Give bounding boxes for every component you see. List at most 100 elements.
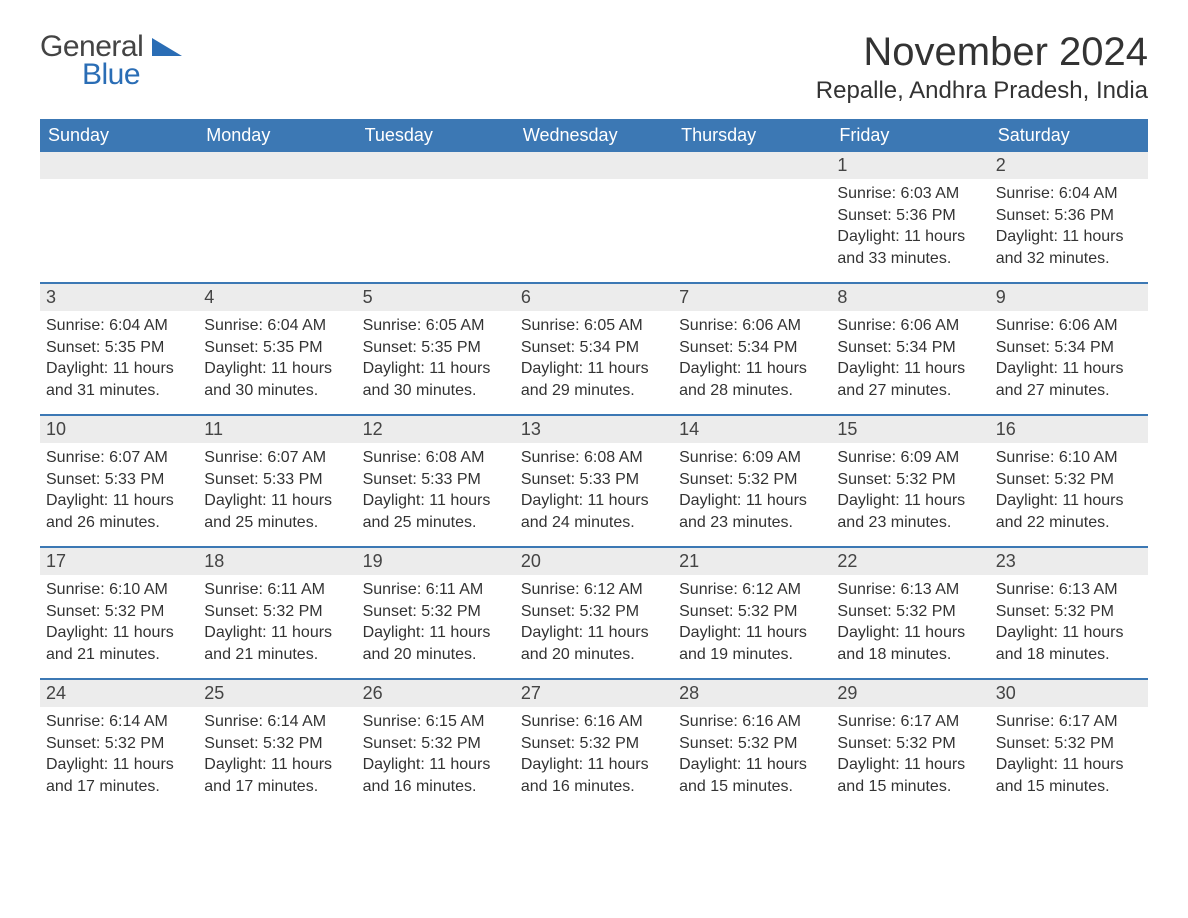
day-details: Sunrise: 6:06 AMSunset: 5:34 PMDaylight:… [990, 311, 1148, 405]
daylight-line: Daylight: 11 hours and 17 minutes. [46, 754, 192, 797]
sunset-line: Sunset: 5:36 PM [837, 205, 983, 227]
day-number: 26 [357, 680, 515, 707]
day-number: 12 [357, 416, 515, 443]
calendar-cell: 18Sunrise: 6:11 AMSunset: 5:32 PMDayligh… [198, 548, 356, 678]
logo-text-blue: Blue [82, 58, 182, 92]
sunrise-line: Sunrise: 6:07 AM [204, 447, 350, 469]
sunrise-line: Sunrise: 6:07 AM [46, 447, 192, 469]
header: General Blue November 2024 Repalle, Andh… [40, 30, 1148, 105]
sunset-line: Sunset: 5:32 PM [996, 469, 1142, 491]
day-details: Sunrise: 6:14 AMSunset: 5:32 PMDaylight:… [198, 707, 356, 801]
calendar-cell: 13Sunrise: 6:08 AMSunset: 5:33 PMDayligh… [515, 416, 673, 546]
sunset-line: Sunset: 5:34 PM [837, 337, 983, 359]
day-details: Sunrise: 6:10 AMSunset: 5:32 PMDaylight:… [990, 443, 1148, 537]
day-number: 15 [831, 416, 989, 443]
day-details: Sunrise: 6:11 AMSunset: 5:32 PMDaylight:… [198, 575, 356, 669]
day-number: 22 [831, 548, 989, 575]
calendar-cell: 20Sunrise: 6:12 AMSunset: 5:32 PMDayligh… [515, 548, 673, 678]
sunrise-line: Sunrise: 6:13 AM [837, 579, 983, 601]
daylight-line: Daylight: 11 hours and 27 minutes. [996, 358, 1142, 401]
daylight-line: Daylight: 11 hours and 19 minutes. [679, 622, 825, 665]
day-number: 8 [831, 284, 989, 311]
sunrise-line: Sunrise: 6:04 AM [204, 315, 350, 337]
sunrise-line: Sunrise: 6:08 AM [521, 447, 667, 469]
daylight-line: Daylight: 11 hours and 21 minutes. [204, 622, 350, 665]
calendar-cell: 12Sunrise: 6:08 AMSunset: 5:33 PMDayligh… [357, 416, 515, 546]
day-number-empty [40, 152, 198, 179]
calendar-cell: 8Sunrise: 6:06 AMSunset: 5:34 PMDaylight… [831, 284, 989, 414]
weekday-header: Monday [198, 119, 356, 152]
calendar-cell: 27Sunrise: 6:16 AMSunset: 5:32 PMDayligh… [515, 680, 673, 810]
weekday-header: Friday [831, 119, 989, 152]
calendar-week-row: 17Sunrise: 6:10 AMSunset: 5:32 PMDayligh… [40, 548, 1148, 678]
sunset-line: Sunset: 5:32 PM [996, 601, 1142, 623]
daylight-line: Daylight: 11 hours and 18 minutes. [837, 622, 983, 665]
daylight-line: Daylight: 11 hours and 30 minutes. [363, 358, 509, 401]
day-number-empty [515, 152, 673, 179]
day-number-empty [357, 152, 515, 179]
calendar-cell: 1Sunrise: 6:03 AMSunset: 5:36 PMDaylight… [831, 152, 989, 282]
calendar-cell: 4Sunrise: 6:04 AMSunset: 5:35 PMDaylight… [198, 284, 356, 414]
daylight-line: Daylight: 11 hours and 20 minutes. [363, 622, 509, 665]
day-details: Sunrise: 6:12 AMSunset: 5:32 PMDaylight:… [673, 575, 831, 669]
weekday-header-row: SundayMondayTuesdayWednesdayThursdayFrid… [40, 119, 1148, 152]
daylight-line: Daylight: 11 hours and 21 minutes. [46, 622, 192, 665]
day-number-empty [673, 152, 831, 179]
sunrise-line: Sunrise: 6:16 AM [679, 711, 825, 733]
sunset-line: Sunset: 5:32 PM [996, 733, 1142, 755]
sunrise-line: Sunrise: 6:04 AM [46, 315, 192, 337]
calendar-cell: 5 Sunrise: 6:05 AMSunset: 5:35 PMDaylight… [357, 284, 515, 414]
day-details: Sunrise: 6:17 AMSunset: 5:32 PMDaylight:… [831, 707, 989, 801]
day-details: Sunrise: 6:05 AMSunset: 5:34 PMDaylight:… [515, 311, 673, 405]
daylight-line: Daylight: 11 hours and 25 minutes. [363, 490, 509, 533]
day-number: 2 [990, 152, 1148, 179]
day-details: Sunrise: 6:16 AMSunset: 5:32 PMDaylight:… [673, 707, 831, 801]
calendar-week-row: 10Sunrise: 6:07 AMSunset: 5:33 PMDayligh… [40, 416, 1148, 546]
sunrise-line: Sunrise: 6:17 AM [837, 711, 983, 733]
daylight-line: Daylight: 11 hours and 15 minutes. [996, 754, 1142, 797]
sunset-line: Sunset: 5:32 PM [363, 601, 509, 623]
day-details: Sunrise: 6:08 AMSunset: 5:33 PMDaylight:… [357, 443, 515, 537]
daylight-line: Daylight: 11 hours and 17 minutes. [204, 754, 350, 797]
sunset-line: Sunset: 5:35 PM [363, 337, 509, 359]
day-details: Sunrise: 6:16 AMSunset: 5:32 PMDaylight:… [515, 707, 673, 801]
sunrise-line: Sunrise: 6:03 AM [837, 183, 983, 205]
daylight-line: Daylight: 11 hours and 20 minutes. [521, 622, 667, 665]
calendar-cell [515, 152, 673, 282]
sunrise-line: Sunrise: 6:15 AM [363, 711, 509, 733]
day-details: Sunrise: 6:11 AMSunset: 5:32 PMDaylight:… [357, 575, 515, 669]
sunset-line: Sunset: 5:34 PM [996, 337, 1142, 359]
calendar-week-row: 3Sunrise: 6:04 AMSunset: 5:35 PMDaylight… [40, 284, 1148, 414]
calendar-cell: 19Sunrise: 6:11 AMSunset: 5:32 PMDayligh… [357, 548, 515, 678]
day-number: 21 [673, 548, 831, 575]
sunrise-line: Sunrise: 6:09 AM [679, 447, 825, 469]
sunset-line: Sunset: 5:32 PM [46, 601, 192, 623]
day-details: Sunrise: 6:13 AMSunset: 5:32 PMDaylight:… [831, 575, 989, 669]
day-number: 4 [198, 284, 356, 311]
sunset-line: Sunset: 5:32 PM [521, 733, 667, 755]
sunrise-line: Sunrise: 6:05 AM [363, 315, 509, 337]
daylight-line: Daylight: 11 hours and 33 minutes. [837, 226, 983, 269]
daylight-line: Daylight: 11 hours and 25 minutes. [204, 490, 350, 533]
sunset-line: Sunset: 5:34 PM [679, 337, 825, 359]
sunset-line: Sunset: 5:32 PM [679, 601, 825, 623]
calendar-cell: 2Sunrise: 6:04 AMSunset: 5:36 PMDaylight… [990, 152, 1148, 282]
sunrise-line: Sunrise: 6:13 AM [996, 579, 1142, 601]
sunrise-line: Sunrise: 6:05 AM [521, 315, 667, 337]
weekday-header: Saturday [990, 119, 1148, 152]
weekday-header: Thursday [673, 119, 831, 152]
day-number-empty [198, 152, 356, 179]
day-details: Sunrise: 6:14 AMSunset: 5:32 PMDaylight:… [40, 707, 198, 801]
weekday-header: Wednesday [515, 119, 673, 152]
day-details: Sunrise: 6:07 AMSunset: 5:33 PMDaylight:… [40, 443, 198, 537]
sunset-line: Sunset: 5:32 PM [204, 733, 350, 755]
day-number: 5 [357, 284, 515, 311]
calendar-cell [40, 152, 198, 282]
calendar-cell: 11Sunrise: 6:07 AMSunset: 5:33 PMDayligh… [198, 416, 356, 546]
sunrise-line: Sunrise: 6:11 AM [204, 579, 350, 601]
calendar-cell: 23Sunrise: 6:13 AMSunset: 5:32 PMDayligh… [990, 548, 1148, 678]
day-number: 13 [515, 416, 673, 443]
calendar-cell: 14Sunrise: 6:09 AMSunset: 5:32 PMDayligh… [673, 416, 831, 546]
daylight-line: Daylight: 11 hours and 31 minutes. [46, 358, 192, 401]
day-number: 23 [990, 548, 1148, 575]
